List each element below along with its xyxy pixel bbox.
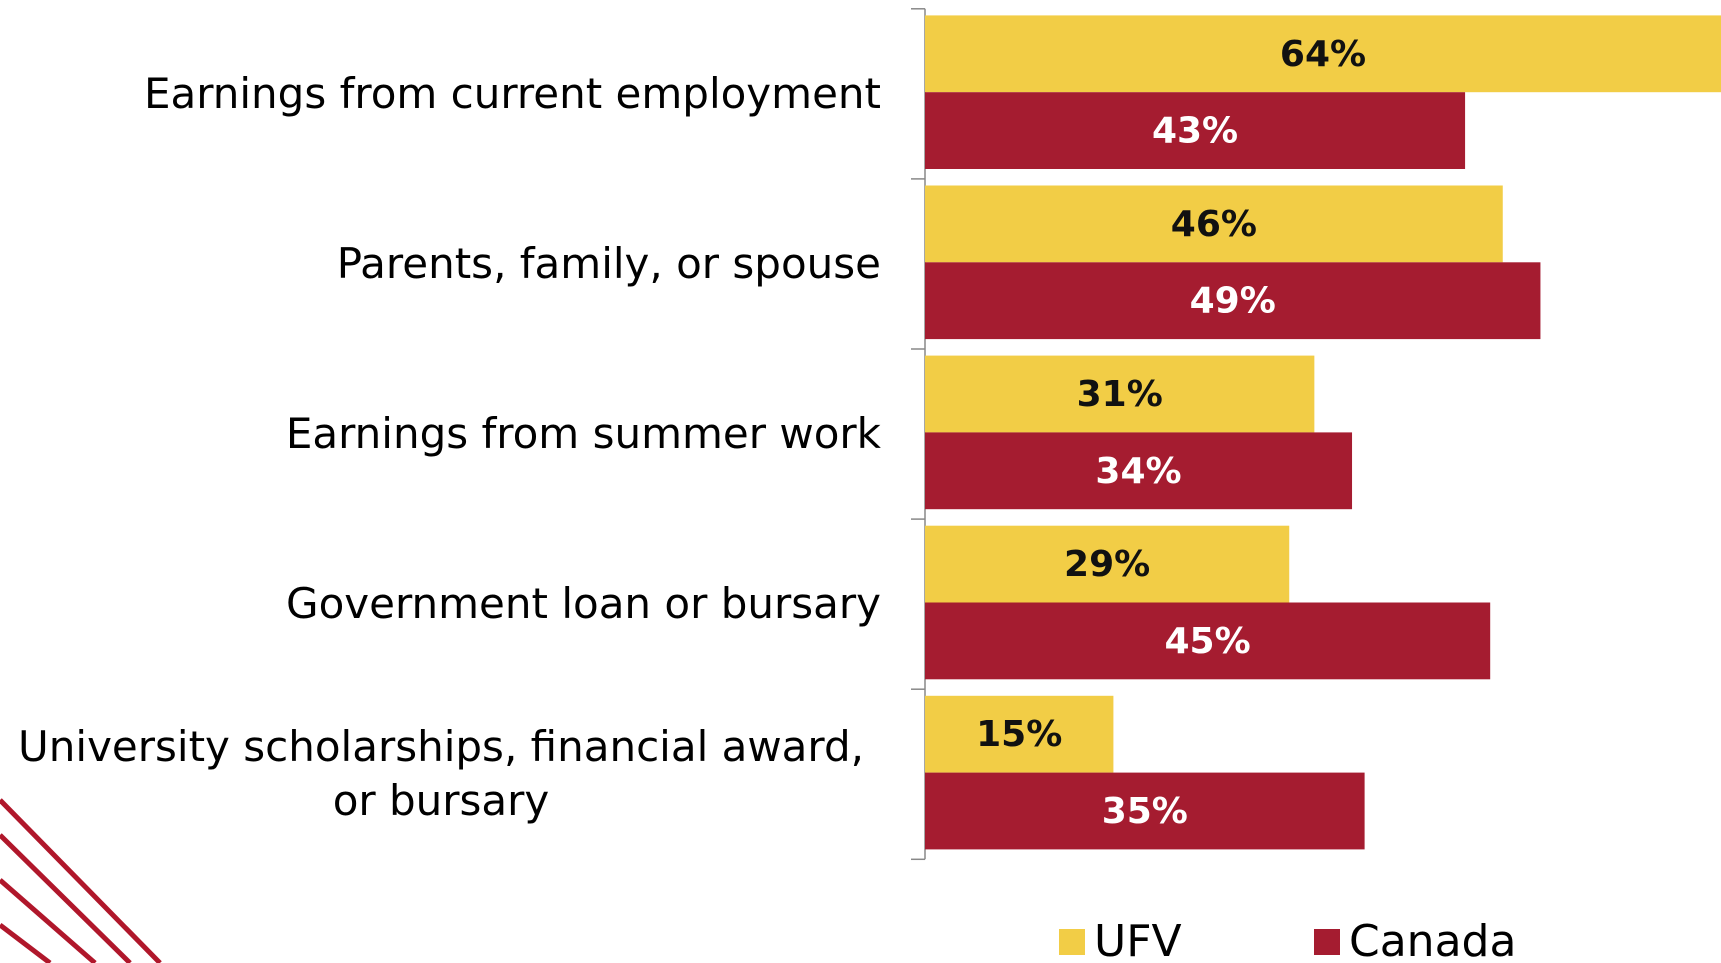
category-text: University scholarships, financial award… xyxy=(18,721,864,826)
decoration xyxy=(0,798,162,963)
value-label: 34% xyxy=(1095,451,1181,492)
bar xyxy=(925,15,1721,93)
deco-line xyxy=(0,923,52,963)
bar xyxy=(925,525,1290,603)
category-label: Earnings from current employment xyxy=(0,9,881,179)
category-text: Earnings from current employment xyxy=(143,68,881,118)
deco-line xyxy=(0,798,162,963)
bar xyxy=(925,185,1503,263)
bar xyxy=(925,262,1541,340)
category-text: Government loan or bursary xyxy=(286,578,881,628)
value-label: 43% xyxy=(1152,111,1238,152)
legend-label: Canada xyxy=(1349,916,1516,963)
legend-label: UFV xyxy=(1094,916,1182,963)
category-label: University scholarships, financial award… xyxy=(0,689,881,859)
value-label: 49% xyxy=(1190,281,1276,322)
bar xyxy=(925,772,1365,850)
value-label: 31% xyxy=(1077,374,1163,415)
deco-line xyxy=(0,878,97,963)
bar xyxy=(925,432,1353,510)
bar xyxy=(925,92,1466,169)
bar xyxy=(925,355,1315,433)
bar xyxy=(925,695,1114,773)
bar xyxy=(925,602,1491,680)
value-label: 15% xyxy=(976,714,1062,755)
value-label: 35% xyxy=(1102,791,1188,832)
value-label: 29% xyxy=(1064,544,1150,585)
category-label: Parents, family, or spouse xyxy=(0,179,881,349)
category-label: Government loan or bursary xyxy=(0,519,881,689)
category-text: Parents, family, or spouse xyxy=(336,238,881,288)
category-label: Earnings from summer work xyxy=(0,349,881,519)
value-label: 45% xyxy=(1165,621,1251,662)
value-label: 64% xyxy=(1280,34,1366,75)
legend-swatch xyxy=(1314,929,1340,955)
category-text: Earnings from summer work xyxy=(285,408,881,458)
deco-line xyxy=(0,833,132,963)
value-label: 46% xyxy=(1171,204,1257,245)
legend-swatch xyxy=(1059,929,1085,955)
